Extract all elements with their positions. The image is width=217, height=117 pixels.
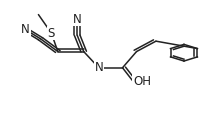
- Text: N: N: [73, 13, 82, 26]
- Text: N: N: [21, 23, 30, 36]
- Text: S: S: [48, 27, 55, 40]
- Text: OH: OH: [133, 75, 151, 88]
- Text: N: N: [94, 61, 103, 74]
